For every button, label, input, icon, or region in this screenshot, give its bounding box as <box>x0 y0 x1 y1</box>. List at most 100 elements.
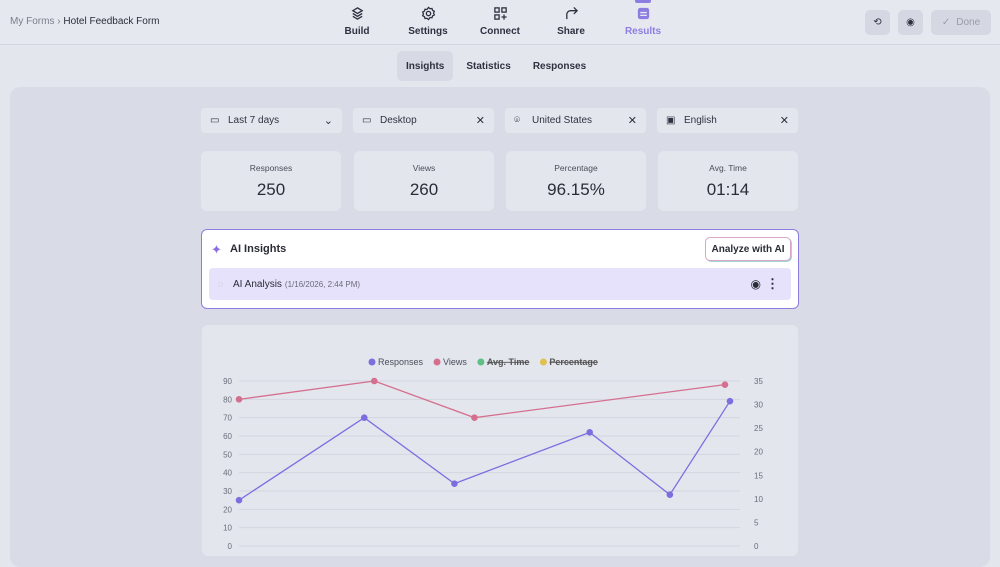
eye-icon: ◉ <box>906 17 915 28</box>
y-left-tick: 90 <box>223 377 232 386</box>
legend-views: Views <box>443 357 467 367</box>
breadcrumb-current: Hotel Feedback Form <box>63 16 160 27</box>
stat-label: Avg. Time <box>709 163 747 173</box>
legend-responses: Responses <box>378 357 424 367</box>
eye-icon[interactable]: ◉ <box>750 277 761 291</box>
layers-icon <box>351 7 363 20</box>
share-arrow-icon <box>565 6 578 20</box>
nav-settings[interactable]: Settings <box>398 6 458 37</box>
series-line-responses <box>238 400 731 501</box>
tab-statistics[interactable]: Statistics <box>466 60 511 72</box>
sparkles-icon: ✦ <box>211 242 222 257</box>
breadcrumb-separator: › <box>57 16 61 27</box>
nav-label: Build <box>344 26 370 37</box>
nav-connect[interactable]: Connect <box>470 6 530 37</box>
nav-results[interactable]: Results <box>613 6 673 37</box>
stat-value: 260 <box>409 180 439 199</box>
nav-label: Results <box>624 26 662 37</box>
country-filter[interactable]: ⌾ United States ✕ <box>505 108 646 133</box>
line-chart: 0 10 20 30 40 50 60 70 80 90 0 5 10 15 20 25 30 35 Respons… <box>223 357 763 551</box>
history-button[interactable]: ⟲ <box>865 10 890 35</box>
legend-avg-time: Avg. Time <box>487 357 530 367</box>
y-left-tick: 50 <box>223 450 232 459</box>
legend-swatch <box>433 358 441 366</box>
nav-build[interactable]: Build <box>327 6 387 37</box>
stat-percentage: Percentage 96.15% <box>506 151 646 211</box>
stat-value: 01:14 <box>706 180 750 199</box>
tab-insights[interactable]: Insights <box>397 51 454 81</box>
series-line-views <box>238 380 726 419</box>
gear-icon <box>421 6 435 21</box>
y-left-tick: 40 <box>223 469 232 478</box>
top-bar: My Forms › Hotel Feedback Form Build Set… <box>0 0 1000 45</box>
stat-value: 250 <box>256 180 286 199</box>
y-left-tick: 0 <box>228 542 233 551</box>
y-right-tick: 30 <box>754 401 763 410</box>
grid-plus-icon <box>493 7 507 20</box>
done-button[interactable]: ✓ Done <box>931 10 991 35</box>
device-filter[interactable]: ▭ Desktop ✕ <box>353 108 494 133</box>
breadcrumb-my-forms[interactable]: My Forms <box>10 16 55 27</box>
date-range-select[interactable]: ▭ Last 7 days ⌄ <box>201 108 342 133</box>
language-filter[interactable]: ▣ English ✕ <box>657 108 798 133</box>
y-left-tick: 30 <box>223 487 232 496</box>
legend-swatch <box>368 358 376 366</box>
stat-value: 96.15% <box>547 180 605 199</box>
y-left-tick: 60 <box>223 432 232 441</box>
analysis-time: (1/16/2026, 2:44 PM) <box>284 279 361 289</box>
analyze-with-ai-button[interactable]: Analyze with AI <box>705 237 791 261</box>
results-tabs: Insights Statistics Responses <box>397 51 599 81</box>
data-point-responses <box>666 491 674 498</box>
data-point-views <box>721 381 729 388</box>
y-right-tick: 10 <box>754 495 763 504</box>
stat-label: Percentage <box>554 163 598 173</box>
stat-label: Responses <box>249 163 293 173</box>
clear-language-icon[interactable]: ✕ <box>779 115 789 127</box>
data-point-responses <box>726 397 734 405</box>
stat-label: Views <box>412 163 436 173</box>
nav-share[interactable]: Share <box>541 6 601 37</box>
ai-analysis-item[interactable]: ◌ AI Analysis (1/16/2026, 2:44 PM) ◉ ⋮ <box>209 268 791 300</box>
data-point-responses <box>451 480 458 487</box>
y-left-tick: 20 <box>223 505 232 514</box>
chart-card: 0 10 20 30 40 50 60 70 80 90 0 5 10 15 20 25 30 35 Respons… <box>202 325 798 556</box>
data-point-responses <box>586 429 593 436</box>
y-right-tick: 35 <box>754 377 763 386</box>
history-icon: ⟲ <box>873 17 882 28</box>
inbox-icon <box>637 7 649 20</box>
data-point-responses <box>235 496 243 504</box>
nav-label: Connect <box>480 26 520 37</box>
data-point-views <box>471 414 478 421</box>
done-label: Done <box>956 17 981 28</box>
check-icon: ✓ <box>941 17 951 28</box>
nav-label: Settings <box>408 26 448 37</box>
preview-button[interactable]: ◉ <box>898 10 923 35</box>
y-right-tick: 0 <box>754 542 759 551</box>
monitor-icon: ▭ <box>362 115 372 126</box>
more-options-icon[interactable]: ⋮ <box>766 276 779 291</box>
y-right-tick: 15 <box>754 471 763 480</box>
active-indicator <box>635 0 651 3</box>
tab-responses[interactable]: Responses <box>532 60 587 72</box>
clear-country-icon[interactable]: ✕ <box>627 115 637 127</box>
stat-views: Views 260 <box>354 151 494 211</box>
chevron-down-icon: ⌄ <box>323 115 333 127</box>
data-point-responses <box>360 414 368 421</box>
data-point-views <box>235 396 243 403</box>
filter-label: United States <box>532 115 593 126</box>
nav-label: Share <box>557 26 585 37</box>
legend-swatch <box>477 358 485 366</box>
y-right-tick: 25 <box>754 424 763 433</box>
analysis-title: AI Analysis <box>233 278 282 290</box>
filter-label: Last 7 days <box>228 115 280 126</box>
y-right-tick: 20 <box>754 448 763 457</box>
loading-spinner-icon: ◌ <box>218 279 224 289</box>
stat-avg-time: Avg. Time 01:14 <box>658 151 798 211</box>
legend-percentage: Percentage <box>549 357 598 367</box>
ai-insights-card: ✦ AI Insights Analyze with AI ◌ AI Analy… <box>201 229 799 309</box>
stat-responses: Responses 250 <box>201 151 341 211</box>
calendar-icon: ▭ <box>210 115 220 126</box>
breadcrumb: My Forms › Hotel Feedback Form <box>10 16 160 27</box>
clear-device-icon[interactable]: ✕ <box>475 115 485 127</box>
y-left-tick: 70 <box>223 414 232 423</box>
